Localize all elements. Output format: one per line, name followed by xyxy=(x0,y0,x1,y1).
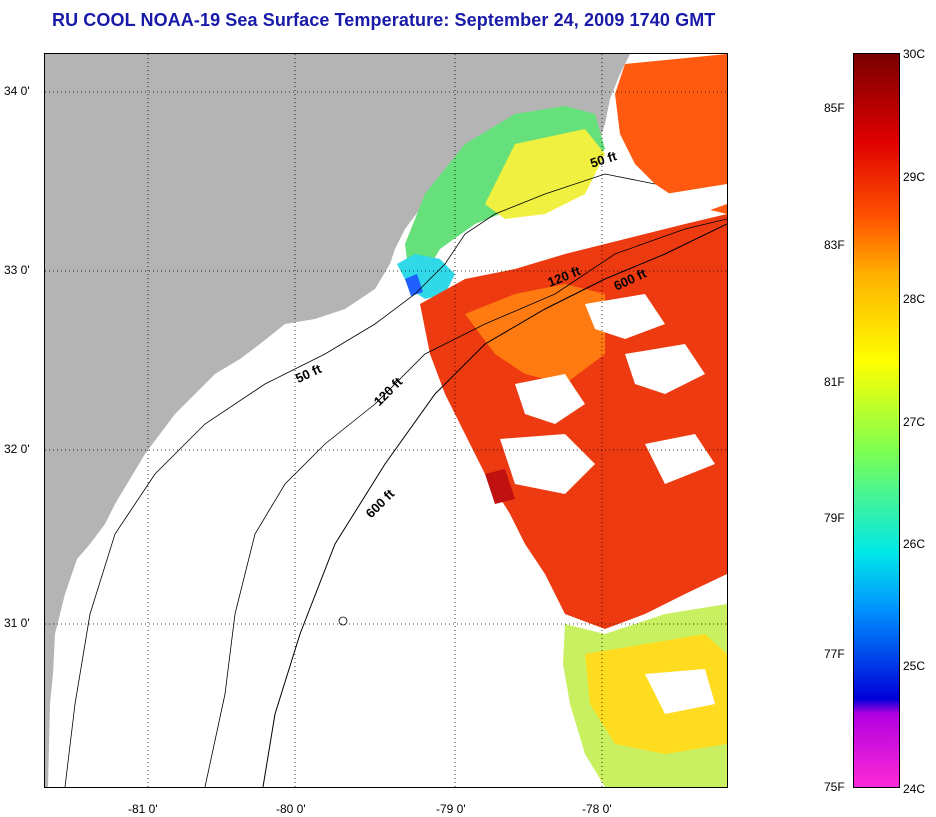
cloud-gap xyxy=(645,434,715,484)
map-title: RU COOL NOAA-19 Sea Surface Temperature:… xyxy=(52,10,716,30)
lon-label-81: -81 0' xyxy=(128,802,158,816)
land-mass xyxy=(45,54,597,787)
cloud-gap xyxy=(585,294,665,339)
lat-label-34: 34 0' xyxy=(4,84,30,98)
lat-label-33: 33 0' xyxy=(4,263,30,277)
isobath-50ft xyxy=(64,173,656,787)
lon-label-78: -78 0' xyxy=(582,802,612,816)
colorbar-c-30: 30C xyxy=(903,47,926,61)
colorbar-c-27: 27C xyxy=(903,415,926,429)
colorbar-c-28: 28C xyxy=(903,292,926,306)
isobath-120ft xyxy=(204,218,727,787)
cloud-gap xyxy=(475,184,727,249)
lon-label-80: -80 0' xyxy=(276,802,306,816)
colorbar-c-25: 25C xyxy=(903,659,926,673)
temperature-colorbar xyxy=(853,53,900,788)
cloud-gap xyxy=(625,344,705,394)
cloud-gap xyxy=(500,434,595,494)
lat-label-32: 32 0' xyxy=(4,442,30,456)
sst-map-canvas xyxy=(45,54,727,787)
colorbar-f-83: 83F xyxy=(824,238,845,252)
colorbar-f-79: 79F xyxy=(824,511,845,525)
cloud-gap xyxy=(515,374,585,424)
colorbar-f-81: 81F xyxy=(824,375,845,389)
colorbar-f-75: 75F xyxy=(824,780,845,794)
sst-swath-orange xyxy=(465,284,605,384)
colorbar-c-26: 26C xyxy=(903,537,926,551)
colorbar-f-85: 85F xyxy=(824,101,845,115)
sst-swath-north xyxy=(615,54,727,214)
sst-map[interactable]: 50 ft 120 ft 600 ft 50 ft 120 ft 600 ft xyxy=(44,53,728,788)
sst-swath-yellow xyxy=(485,129,605,219)
cloud-gap xyxy=(645,669,715,714)
colorbar-c-24: 24C xyxy=(903,782,926,796)
seamount-contour xyxy=(338,616,348,626)
lat-label-31: 31 0' xyxy=(4,616,30,630)
lon-label-79: -79 0' xyxy=(436,802,466,816)
colorbar-c-29: 29C xyxy=(903,170,926,184)
sst-swath-dark xyxy=(485,469,515,504)
colorbar-f-77: 77F xyxy=(824,647,845,661)
graticule xyxy=(45,54,727,787)
